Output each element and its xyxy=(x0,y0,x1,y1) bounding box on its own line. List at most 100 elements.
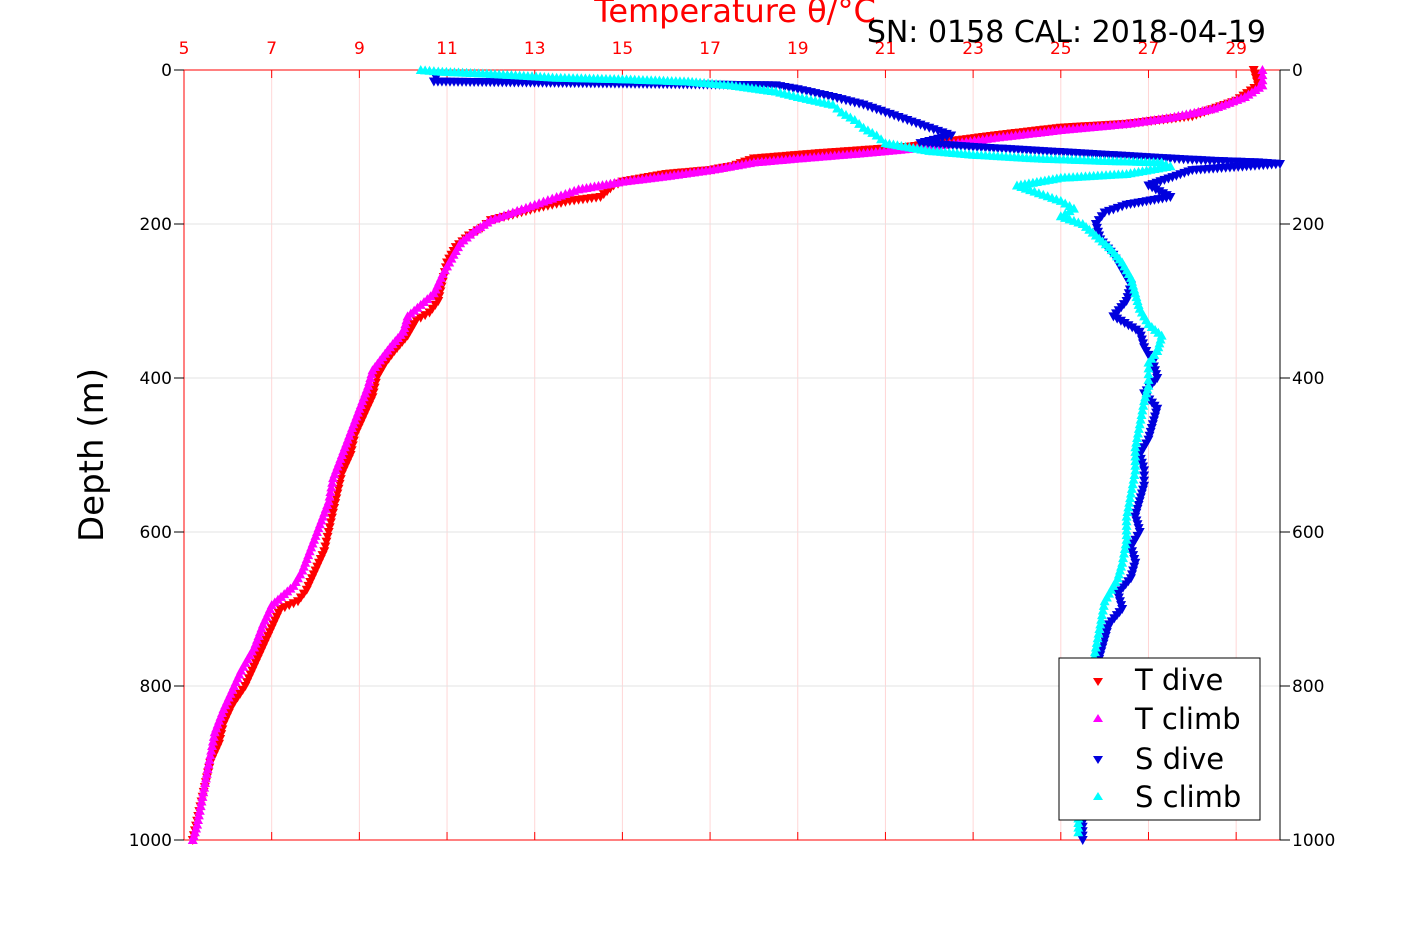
marker-t-climb xyxy=(208,731,219,741)
y-tick-label-left: 800 xyxy=(140,677,172,697)
marker-s-climb xyxy=(1136,409,1147,419)
marker-s-climb xyxy=(1122,506,1133,516)
marker-s-climb xyxy=(1121,525,1132,535)
marker-t-dive xyxy=(347,441,358,451)
marker-t-climb xyxy=(209,727,220,737)
marker-t-climb xyxy=(203,759,214,769)
marker-t-climb xyxy=(204,754,215,764)
marker-s-climb xyxy=(1127,479,1138,489)
marker-t-climb xyxy=(197,791,208,801)
marker-s-climb xyxy=(1126,483,1137,493)
y-tick-label-right: 600 xyxy=(1292,523,1324,543)
marker-s-climb xyxy=(1125,493,1136,503)
marker-t-climb xyxy=(1257,70,1268,80)
marker-s-climb xyxy=(832,103,843,113)
marker-s-climb xyxy=(1096,614,1107,624)
marker-s-climb xyxy=(1098,600,1109,610)
marker-t-dive xyxy=(333,484,344,494)
y-tick-label-right: 0 xyxy=(1292,61,1303,81)
marker-s-climb xyxy=(854,118,865,128)
marker-t-dive xyxy=(332,489,343,499)
x-tick-label: 29 xyxy=(1225,39,1247,59)
marker-t-dive xyxy=(420,311,431,321)
marker-s-climb xyxy=(1090,642,1101,652)
legend-label-s-climb: S climb xyxy=(1135,780,1241,814)
marker-s-climb xyxy=(1130,446,1141,456)
marker-t-climb xyxy=(1257,75,1268,85)
y-tick-label-left: 0 xyxy=(161,61,172,81)
legend-label-t-climb: T climb xyxy=(1134,702,1241,736)
marker-s-climb xyxy=(1132,428,1143,438)
marker-s-climb xyxy=(1143,374,1154,384)
marker-t-dive xyxy=(369,383,380,393)
marker-s-climb xyxy=(1125,488,1136,498)
marker-s-climb xyxy=(1130,456,1141,466)
x-tick-label: 15 xyxy=(612,39,634,59)
x-tick-label: 5 xyxy=(179,39,190,59)
marker-t-dive xyxy=(324,523,335,533)
marker-s-climb xyxy=(1124,497,1135,507)
marker-s-climb xyxy=(1097,605,1108,615)
legend-marker-s-climb xyxy=(1093,792,1103,800)
marker-t-climb xyxy=(187,835,198,844)
marker-t-climb xyxy=(327,477,338,487)
x-tick-label: 21 xyxy=(875,39,897,59)
y-ticks: 0 0 200 200 400 400 600 600 800 800 1000 1000 xyxy=(129,61,1336,851)
marker-s-climb xyxy=(1131,437,1142,447)
y-tick-label-left: 200 xyxy=(140,215,172,235)
marker-s-climb xyxy=(1121,511,1132,521)
marker-s-climb xyxy=(1138,400,1149,410)
marker-t-dive xyxy=(415,313,426,323)
marker-t-climb xyxy=(207,736,218,746)
marker-t-climb xyxy=(324,491,335,501)
marker-t-climb xyxy=(200,778,211,788)
legend-marker-s-dive xyxy=(1093,756,1103,764)
marker-s-climb xyxy=(1143,357,1154,367)
marker-s-climb xyxy=(1123,502,1134,512)
marker-t-climb xyxy=(325,486,336,496)
marker-t-climb xyxy=(205,750,216,760)
y-axis-label: Depth (m) xyxy=(72,368,112,542)
marker-s-climb xyxy=(1143,363,1154,373)
marker-t-dive xyxy=(321,537,332,547)
legend: T dive T climb S dive S climb xyxy=(1058,657,1261,821)
marker-t-dive xyxy=(331,494,342,504)
marker-t-climb xyxy=(194,805,205,815)
marker-s-climb xyxy=(1091,637,1102,647)
marker-s-climb xyxy=(849,115,860,125)
marker-t-dive xyxy=(424,308,435,318)
marker-s-climb xyxy=(1118,548,1129,558)
marker-t-climb xyxy=(193,810,204,820)
x-tick-label: 13 xyxy=(524,39,546,59)
marker-t-climb xyxy=(201,768,212,778)
y-tick-label-left: 1000 xyxy=(129,831,172,851)
marker-s-climb xyxy=(1143,369,1154,379)
marker-s-climb xyxy=(1073,818,1084,828)
marker-s-climb xyxy=(1128,474,1139,484)
marker-t-climb xyxy=(199,782,210,792)
marker-s-climb xyxy=(1130,465,1141,475)
marker-s-dive xyxy=(1077,836,1088,845)
x-tick-label: 7 xyxy=(266,39,277,59)
legend-marker-t-dive xyxy=(1093,678,1103,686)
marker-s-climb xyxy=(1130,442,1141,452)
marker-s-climb xyxy=(1139,396,1150,406)
marker-s-dive xyxy=(1139,476,1150,486)
marker-t-dive xyxy=(322,532,333,542)
y-tick-label-left: 400 xyxy=(140,369,172,389)
marker-t-climb xyxy=(195,801,206,811)
y-tick-label-left: 600 xyxy=(140,523,172,543)
marker-s-climb xyxy=(876,134,887,144)
marker-s-climb xyxy=(1133,423,1144,433)
marker-t-dive xyxy=(323,528,334,537)
marker-t-climb xyxy=(198,787,209,797)
x-tick-label: 23 xyxy=(962,39,984,59)
marker-s-climb xyxy=(1097,610,1108,620)
marker-t-climb xyxy=(200,773,211,783)
x-tick-label: 17 xyxy=(699,39,721,59)
marker-t-dive xyxy=(215,734,226,744)
chart-subtitle: SN: 0158 CAL: 2018-04-19 xyxy=(867,15,1266,50)
marker-t-climb xyxy=(326,482,337,492)
y-tick-label-right: 400 xyxy=(1292,369,1324,389)
